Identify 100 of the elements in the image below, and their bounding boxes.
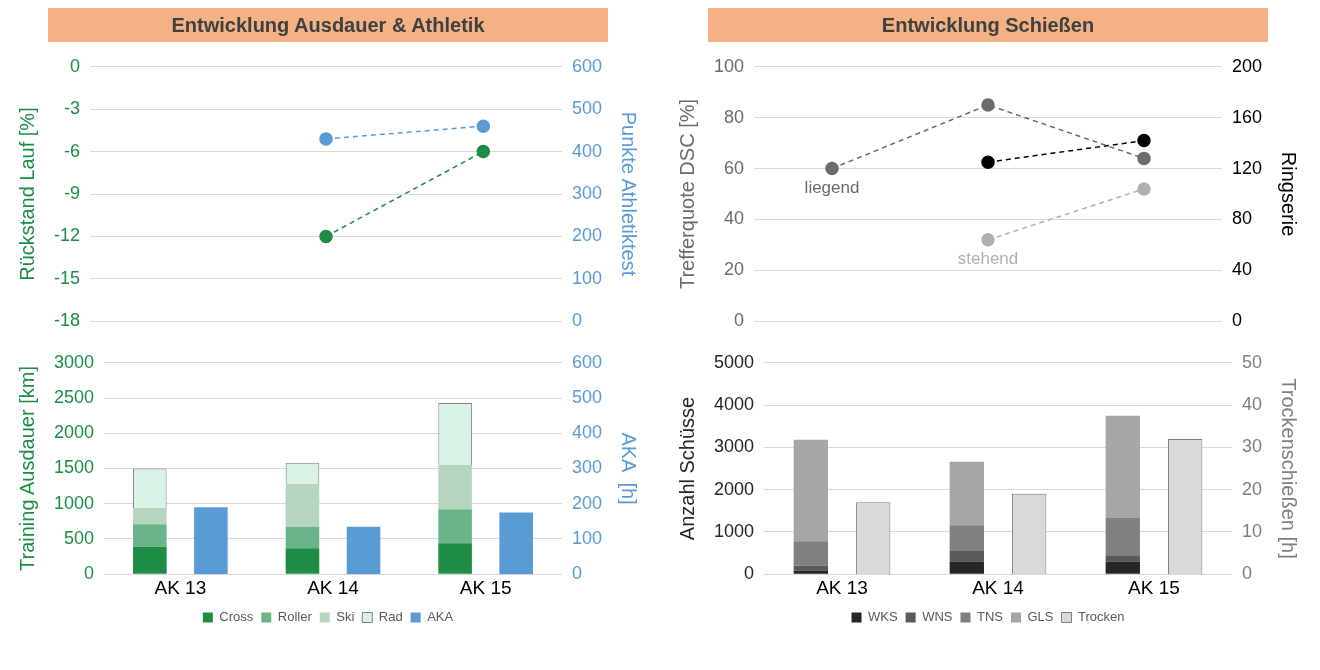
bar	[133, 507, 167, 525]
y-tick-label: 1000	[714, 520, 755, 541]
bar	[793, 541, 828, 566]
y-tick-label: -18	[54, 310, 81, 331]
x-tick-label: AK 13	[816, 576, 868, 598]
legend-label: WKS	[868, 609, 898, 625]
legend-label: WNS	[922, 609, 953, 625]
y2-tick-label: 80	[1231, 208, 1252, 229]
chart-title: Entwicklung Ausdauer & Athletik	[48, 8, 608, 42]
bar	[438, 464, 472, 510]
y-tick-label: 60	[724, 157, 745, 178]
y2-axis-title: Ringserie	[1278, 151, 1301, 237]
series-label: stehend	[957, 248, 1019, 268]
y2-axis-title: AKA [h]	[618, 432, 641, 505]
y-tick-label: 500	[64, 527, 95, 548]
point	[825, 161, 839, 176]
bar	[438, 509, 472, 544]
y-tick-label: 2000	[714, 478, 755, 499]
bar	[793, 565, 828, 571]
y-tick-label: 3000	[714, 436, 755, 457]
y-tick-label: 1000	[54, 492, 95, 513]
bar	[949, 550, 984, 562]
chart-title: Entwicklung Schießen	[708, 8, 1268, 42]
series-label: liegend	[804, 177, 860, 197]
y-tick-label: 3000	[54, 351, 95, 372]
bar	[194, 507, 228, 575]
y2-tick-label: 0	[1241, 563, 1252, 584]
bar	[1105, 517, 1140, 556]
x-tick-label: AK 13	[154, 576, 207, 598]
bar	[285, 526, 320, 549]
y2-axis-title: Trockenschießen [h]	[1278, 378, 1301, 559]
bar	[1105, 561, 1140, 574]
y-axis-title: Rückstand Lauf [%]	[15, 107, 38, 281]
legend-label: AKA	[427, 609, 454, 625]
point	[1137, 182, 1151, 196]
y2-tick-label: 40	[1241, 394, 1263, 415]
legend-label: Ski	[336, 609, 355, 625]
y-tick-label: 40	[724, 208, 745, 229]
x-tick-label: AK 15	[459, 576, 512, 598]
y2-axis-title: Punkte Athletiktest	[618, 111, 641, 277]
y-tick-label: 4000	[714, 394, 755, 415]
legend-label: Rad	[378, 609, 403, 625]
y2-tick-label: 0	[1231, 310, 1242, 331]
legend-label: TNS	[976, 609, 1004, 625]
bar	[793, 439, 828, 542]
y-tick-label: 100	[713, 55, 745, 76]
bar	[793, 570, 828, 574]
y2-tick-label: 10	[1241, 520, 1263, 541]
bar	[949, 561, 984, 574]
y-axis-title: Training Ausdauer [km]	[15, 366, 38, 571]
y-tick-label: 0	[734, 310, 745, 331]
bar	[499, 512, 533, 575]
y-tick-label: 1500	[54, 457, 95, 478]
legend-label: Roller	[277, 609, 313, 625]
bar	[285, 484, 320, 527]
y2-tick-label: 20	[1241, 478, 1263, 499]
y2-tick-label: 200	[571, 225, 603, 246]
x-tick-label: AK 15	[1128, 576, 1180, 598]
y-axis-title: Trefferquote DSC [%]	[675, 98, 698, 290]
bar	[949, 461, 984, 526]
legend-label: GLS	[1027, 609, 1054, 625]
y-tick-label: 20	[724, 259, 745, 280]
bar	[1105, 415, 1140, 518]
y2-tick-label: 100	[571, 527, 603, 548]
legend-label: Trocken	[1077, 609, 1125, 625]
y-tick-label: 0	[744, 563, 755, 584]
y2-tick-label: 100	[571, 267, 603, 288]
legend-label: Cross	[219, 609, 254, 625]
point	[981, 233, 995, 247]
y2-tick-label: 300	[571, 457, 603, 478]
y-tick-label: 5000	[714, 351, 755, 372]
y-tick-label: -3	[64, 98, 81, 119]
y2-tick-label: 600	[571, 55, 603, 76]
y2-tick-label: 600	[571, 351, 603, 372]
y2-tick-label: 500	[571, 387, 603, 407]
y2-tick-label: 300	[571, 182, 603, 203]
y2-tick-label: 40	[1231, 259, 1252, 280]
y2-tick-label: 30	[1241, 436, 1263, 457]
y-tick-label: 2500	[54, 387, 95, 407]
y-tick-label: 0	[84, 563, 95, 584]
y2-tick-label: 50	[1241, 351, 1263, 372]
y-tick-label: 2000	[54, 422, 95, 443]
y-tick-label: -9	[64, 182, 81, 203]
bar	[949, 525, 984, 551]
bar	[133, 524, 167, 547]
y-tick-label: -15	[54, 267, 81, 288]
y2-tick-label: 120	[1231, 157, 1263, 178]
y-tick-label: -12	[54, 225, 81, 246]
y2-tick-label: 400	[571, 422, 603, 443]
y-tick-label: 0	[70, 55, 81, 76]
y2-tick-label: 200	[1231, 55, 1263, 76]
point	[1137, 151, 1151, 166]
point	[981, 98, 995, 112]
bar	[346, 526, 381, 575]
y2-tick-label: 500	[571, 98, 603, 119]
y-tick-label: -6	[64, 140, 81, 161]
y2-tick-label: 0	[571, 310, 582, 331]
y2-tick-label: 200	[571, 492, 603, 513]
y-tick-label: 80	[724, 106, 745, 127]
x-tick-label: AK 14	[307, 576, 360, 598]
